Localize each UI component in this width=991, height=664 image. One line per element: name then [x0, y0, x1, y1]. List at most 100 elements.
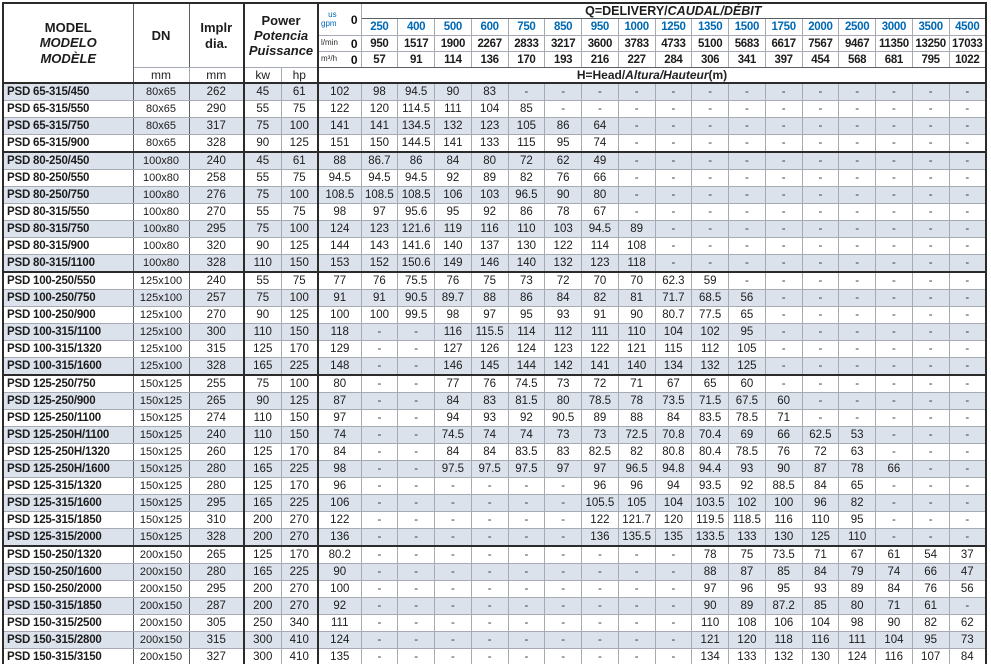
- head-value-cell: 134: [654, 357, 693, 376]
- head-value-cell: 90.5: [544, 409, 583, 427]
- head-value-cell: -: [507, 545, 546, 564]
- head-value-cell: 105: [507, 117, 546, 135]
- head-value-cell: -: [911, 151, 950, 170]
- head-value-cell: -: [875, 237, 913, 255]
- head-title-en: H=Head/: [576, 68, 626, 82]
- head-value-cell: 89: [838, 580, 877, 598]
- head-value-cell: 71: [617, 374, 656, 393]
- table-row: PSD 150-250/1320 200x150 265 125 170 80.2- - - -…: [2, 545, 987, 564]
- table-row: PSD 125-250/1100 150x125 274 110 150 97- -94 93…: [2, 409, 987, 427]
- head-value-cell: 114: [507, 323, 546, 341]
- flow-value-gpm: 1500: [728, 18, 766, 36]
- head-value-cell: 132: [434, 117, 472, 135]
- head-value-cell: -: [875, 528, 913, 547]
- head-value-cell: -: [801, 169, 840, 187]
- head-value-cell: 90: [434, 82, 472, 101]
- model-cell: PSD 100-250/750: [2, 289, 134, 307]
- head-value-cell: 74.5: [507, 374, 546, 393]
- head-value-cell: -: [507, 82, 546, 101]
- flow-value-m3h: 193: [544, 51, 583, 68]
- head-value-cell: 76: [911, 580, 950, 598]
- flow-value-lmin: 11350: [875, 35, 913, 52]
- head-value-cell: -: [544, 494, 583, 512]
- head-value-cell: 121.6: [397, 220, 436, 238]
- head-value-cell: 56: [948, 580, 987, 598]
- head-value-cell: -: [764, 254, 803, 273]
- table-row: PSD 100-315/1320 125x100 315 125 170 129- -127…: [2, 340, 987, 358]
- head-value-cell: -: [728, 237, 766, 255]
- head-value-cell: -: [911, 82, 950, 101]
- head-value-cell: -: [544, 580, 583, 598]
- head-value-cell: 82: [838, 494, 877, 512]
- head-value-cell: 135.5: [617, 528, 656, 547]
- head-value-cell: 65: [838, 477, 877, 495]
- head-value-cell: 141: [434, 134, 472, 153]
- head-value-cell: 71.7: [654, 289, 693, 307]
- head-value-cell: 89: [617, 220, 656, 238]
- hp-cell: 100: [280, 374, 320, 393]
- flow-value-m3h: 795: [911, 51, 950, 68]
- head-value-cell: -: [360, 477, 399, 495]
- flow-value-m3h: 341: [728, 51, 766, 68]
- head-value-cell: -: [875, 100, 913, 118]
- head-value-cell: 135: [654, 528, 693, 547]
- flow-value-gpm: 500: [434, 18, 472, 36]
- head-value-cell: 126: [470, 340, 509, 358]
- head-value-cell: 78: [691, 545, 730, 564]
- head-value-cell: 140: [617, 357, 656, 376]
- head-value-cell: -: [360, 409, 399, 427]
- head-value-cell: -: [360, 580, 399, 598]
- table-row: PSD 80-315/550 100x80 270 55 75 98 97 95.6 95 92 8…: [2, 203, 987, 221]
- head-value-cell: 141: [581, 357, 619, 376]
- kw-cell: 75: [243, 186, 282, 204]
- head-value-cell: -: [728, 169, 766, 187]
- head-value-cell: 97: [544, 460, 583, 478]
- head-value-cell: 108: [728, 614, 766, 632]
- head-value-cell: -: [507, 614, 546, 632]
- head-value-cell: 62: [948, 614, 987, 632]
- head-value-cell: 119: [434, 220, 472, 238]
- head-title-es-fr: Altura/Hauteur: [625, 68, 709, 82]
- head-value-cell: 93.5: [691, 477, 730, 495]
- head-value-cell: 83: [544, 443, 583, 461]
- head-value-cell: -: [911, 306, 950, 324]
- flow-value-gpm: 1000: [617, 18, 656, 36]
- head-value-cell: -: [397, 374, 436, 393]
- hp-cell: 75: [280, 169, 320, 187]
- table-row: PSD 125-250/750 150x125 255 75 100 80- -77 76 74…: [2, 374, 987, 393]
- hp-cell: 225: [280, 460, 320, 478]
- kw-cell: 75: [243, 220, 282, 238]
- dn-cell: 200x150: [132, 545, 190, 564]
- head-value-cell: -: [581, 580, 619, 598]
- dn-cell: 200x150: [132, 580, 190, 598]
- head-value-cell: 80.7: [654, 306, 693, 324]
- head-value-cell: -: [911, 289, 950, 307]
- model-cell: PSD 150-250/1600: [2, 563, 134, 581]
- head-value-cell: 84: [434, 392, 472, 410]
- dn-unit-mm: mm: [132, 67, 190, 84]
- head-value-cell: -: [691, 237, 730, 255]
- head-value-cell: -: [948, 271, 987, 290]
- implr-dia-cell: 300: [188, 323, 245, 341]
- head-value-cell: 94.5: [397, 169, 436, 187]
- dn-cell: 80x65: [132, 82, 190, 101]
- head-value-cell: 104: [470, 100, 509, 118]
- head-value-cell: 136: [581, 528, 619, 547]
- head-value-cell: 105: [617, 494, 656, 512]
- head-value-cell: 120: [360, 100, 399, 118]
- flow-value-gpm: 3500: [911, 18, 950, 36]
- implr-dia-cell: 257: [188, 289, 245, 307]
- head-value-cell: -: [948, 443, 987, 461]
- implr-dia-cell: 328: [188, 254, 245, 273]
- kw-cell: 75: [243, 117, 282, 135]
- head-value-cell: -: [360, 426, 399, 444]
- table-row: PSD 125-250/900 150x125 265 90 125 87- -84 83 81…: [2, 392, 987, 410]
- hp-cell: 100: [280, 289, 320, 307]
- head-value-cell: 118: [764, 631, 803, 649]
- head-value-cell: 85: [764, 563, 803, 581]
- head-value-cell: -: [801, 409, 840, 427]
- implr-label-line1: Implr: [200, 20, 233, 36]
- head-value-cell: 130: [801, 648, 840, 664]
- head-value-cell: 106: [317, 494, 362, 512]
- head-value-cell: -: [764, 134, 803, 153]
